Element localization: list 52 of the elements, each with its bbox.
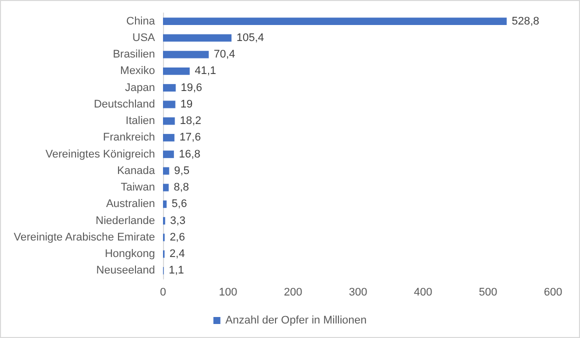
bar (163, 18, 507, 26)
y-tick-label: Vereinigte Arabische Emirate (14, 231, 155, 244)
bar (163, 67, 190, 75)
bar (163, 34, 232, 42)
data-label: 2,6 (170, 231, 185, 244)
data-label: 19,6 (180, 82, 202, 94)
y-tick-label: Taiwan (120, 182, 155, 194)
y-tick-label: Vereinigtes Königreich (46, 148, 155, 160)
x-tick-label: 600 (544, 286, 562, 298)
data-label: 19 (180, 98, 193, 110)
data-label: 9,5 (174, 164, 190, 177)
data-label: 17,6 (179, 132, 201, 144)
y-tick-label: Deutschland (94, 98, 155, 110)
data-label: 1,1 (168, 264, 184, 277)
bar (163, 150, 174, 158)
y-tick-label: USA (132, 32, 156, 44)
data-label: 16,8 (178, 148, 200, 160)
y-tick-label: China (126, 15, 156, 28)
data-label: 528,8 (512, 15, 540, 28)
y-tick-label: Italien (126, 115, 155, 128)
data-label: 8,8 (174, 182, 190, 194)
data-label: 41,1 (194, 65, 216, 78)
data-label: 2,4 (170, 248, 185, 260)
bar (163, 84, 176, 92)
x-tick-label: 500 (478, 286, 498, 298)
y-tick-label: Japan (125, 82, 155, 94)
y-tick-label: Kanada (117, 164, 156, 177)
bar (163, 184, 169, 192)
legend-label: Anzahl der Opfer in Millionen (225, 314, 367, 326)
data-label: 5,6 (172, 198, 187, 210)
y-tick-label: Frankreich (103, 132, 155, 144)
x-tick-label: 100 (218, 286, 238, 298)
data-label: 3,3 (170, 214, 186, 227)
bar (163, 134, 174, 142)
x-tick-label: 200 (284, 286, 302, 298)
data-label: 105,4 (236, 32, 264, 44)
y-tick-label: Neuseeland (96, 264, 155, 277)
bar (163, 200, 167, 208)
x-tick-label: 400 (414, 286, 432, 298)
y-tick-label: Hongkong (104, 248, 155, 260)
y-tick-label: Australien (106, 198, 155, 210)
x-tick-label: 300 (348, 286, 368, 298)
y-tick-label: Brasilien (112, 48, 155, 61)
bar (163, 100, 176, 108)
data-label: 70,4 (214, 48, 236, 61)
bar (163, 167, 170, 175)
data-label: 18,2 (180, 115, 202, 128)
bar (163, 50, 209, 58)
y-tick-label: Niederlande (96, 214, 155, 227)
x-tick-label: 0 (160, 286, 166, 298)
bar (163, 117, 175, 125)
y-tick-label: Mexiko (120, 65, 155, 78)
